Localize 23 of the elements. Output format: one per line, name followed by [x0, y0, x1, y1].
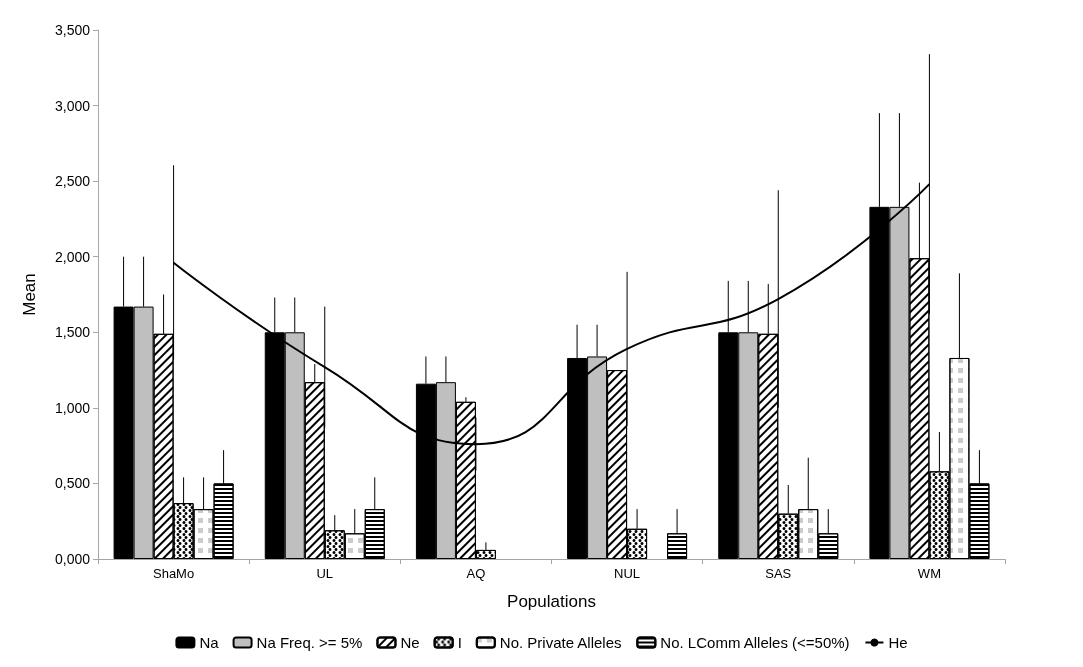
y-tick-label: 1,000	[54, 399, 91, 416]
x-tick-label: NUL	[614, 566, 641, 581]
y-tick-label: 2,000	[54, 248, 91, 265]
y-tick-label: 0,500	[54, 475, 91, 492]
x-tick-label: SAS	[765, 566, 792, 581]
legend-label: Ne	[400, 634, 420, 651]
y-axis-title: Mean	[20, 273, 39, 316]
legend-label: I	[457, 634, 462, 651]
legend-label: Na	[199, 634, 220, 651]
x-tick-label: WM	[917, 566, 941, 581]
y-tick-label: 0,000	[54, 551, 91, 567]
legend-label: No. Private Alleles	[499, 634, 622, 651]
y-tick-label: 3,500	[54, 22, 91, 38]
legend-label: He	[888, 634, 908, 651]
x-tick-label: AQ	[466, 566, 486, 581]
y-tick-label: 2,500	[54, 173, 91, 190]
y-tick-label: 3,000	[54, 97, 91, 114]
x-tick-label: ShaMo	[152, 566, 195, 581]
x-axis-title: Populations	[507, 592, 596, 611]
legend-label: No. LComm Alleles (<=50%)	[660, 634, 850, 651]
x-tick-label: UL	[316, 566, 334, 581]
legend-label: Na Freq. >= 5%	[256, 634, 363, 651]
y-tick-label: 1,500	[54, 324, 91, 341]
